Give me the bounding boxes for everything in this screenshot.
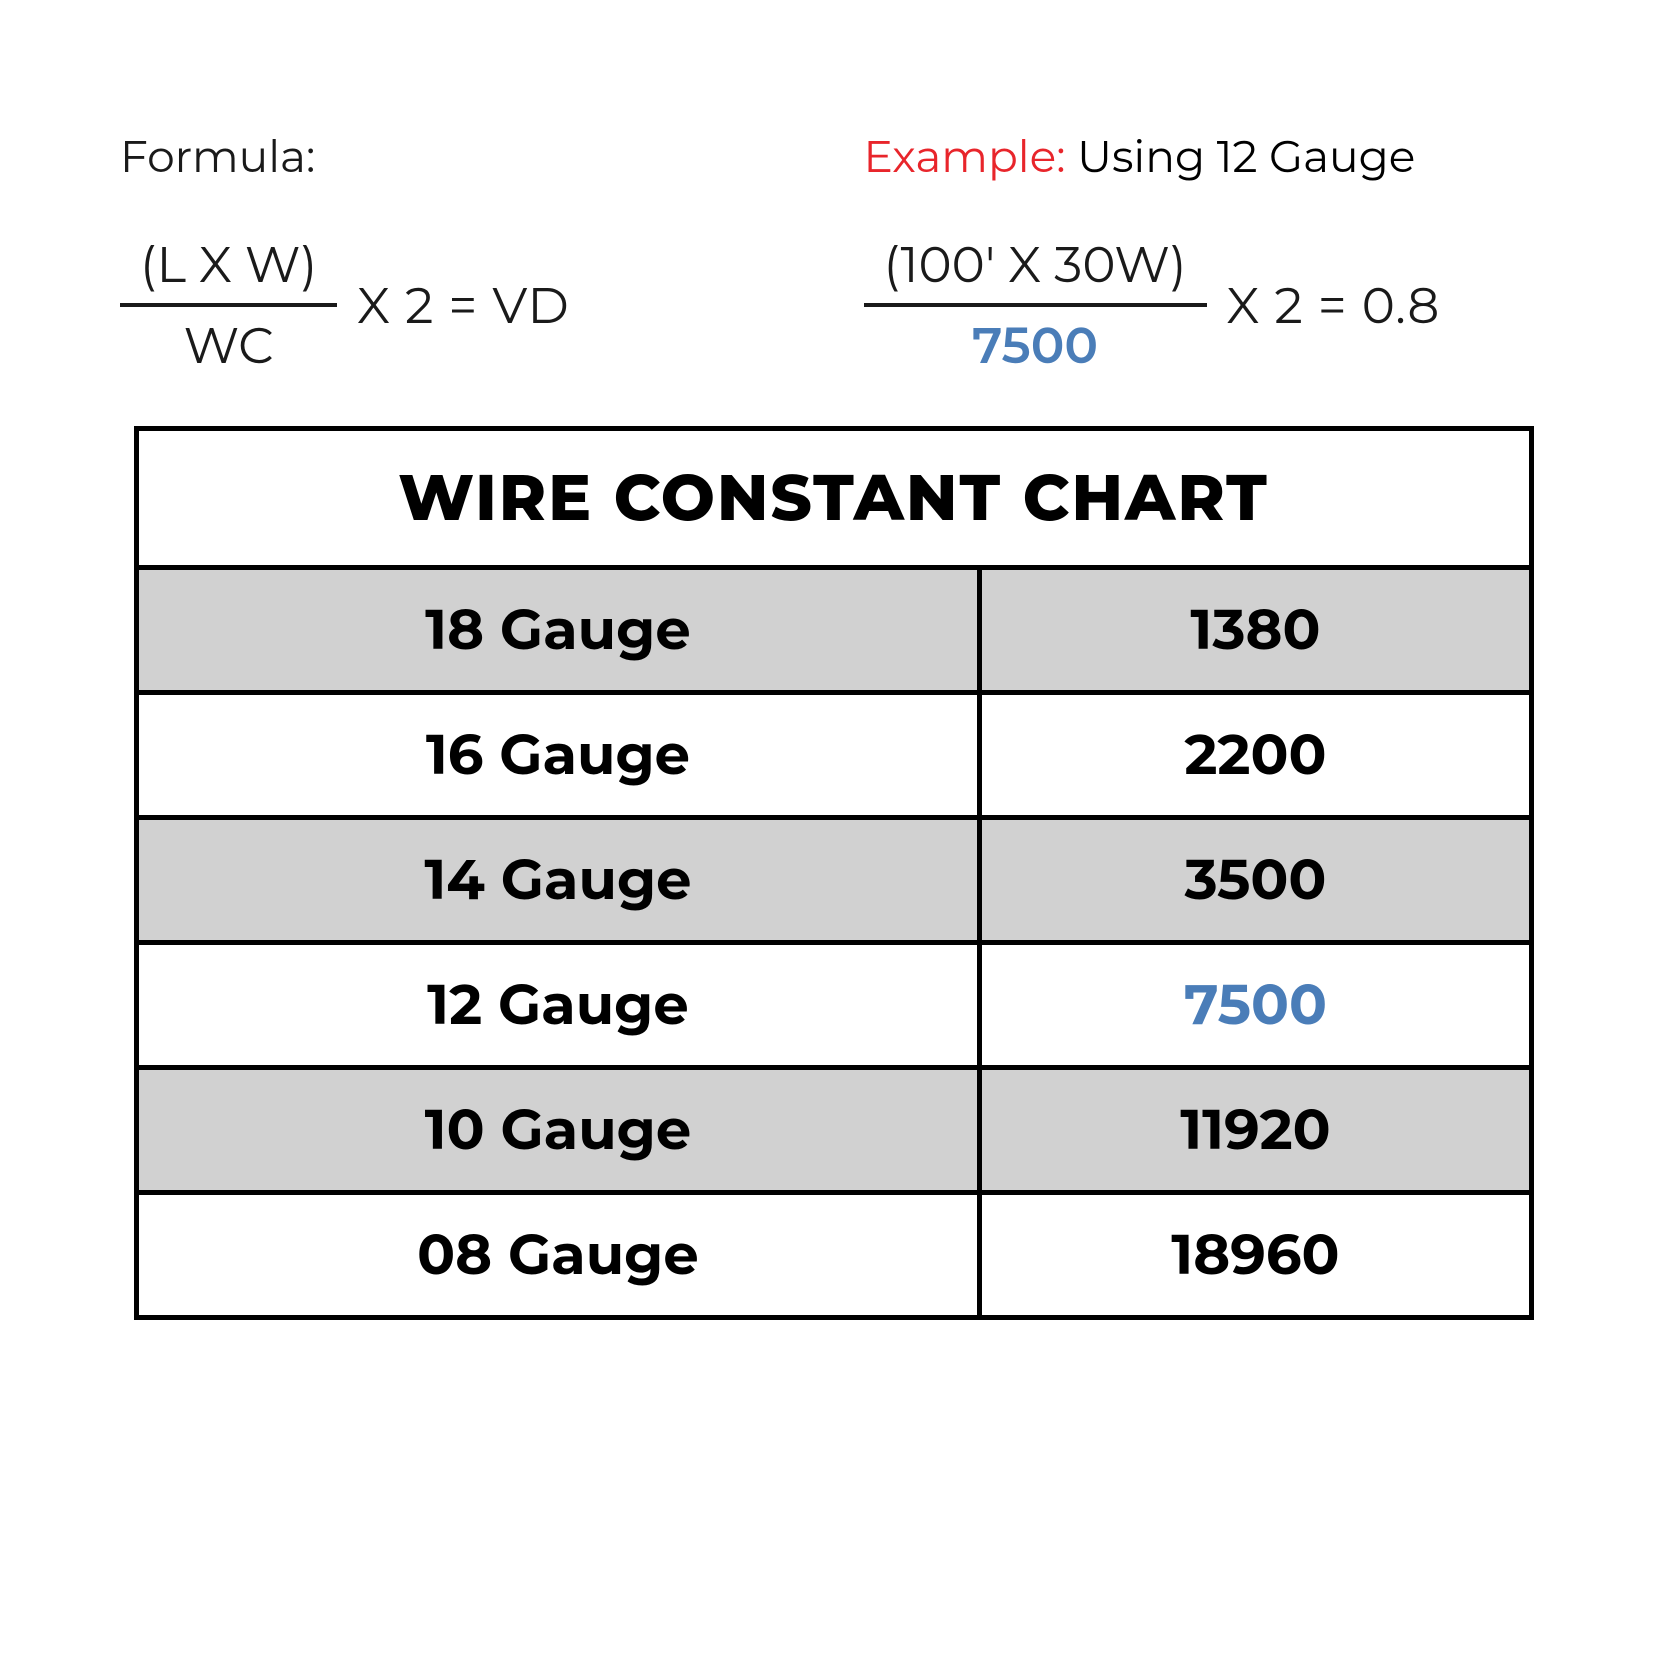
example-label: Example: Using 12 Gauge [864,130,1548,184]
table-row: 08 Gauge18960 [136,1193,1531,1318]
table-body: 18 Gauge138016 Gauge220014 Gauge350012 G… [136,568,1531,1318]
gauge-cell: 08 Gauge [136,1193,980,1318]
example-numerator: (100' X 30W) [864,234,1207,307]
table-row: 10 Gauge11920 [136,1068,1531,1193]
gauge-cell: 16 Gauge [136,693,980,818]
value-cell: 1380 [980,568,1531,693]
value-cell: 3500 [980,818,1531,943]
top-section: Formula: (L X W) WC X 2 = VD Example: Us… [120,130,1547,376]
example-rest: X 2 = 0.8 [1227,275,1441,336]
gauge-cell: 14 Gauge [136,818,980,943]
formula-denominator: WC [184,307,274,376]
table-title: WIRE CONSTANT CHART [136,429,1531,568]
formula-block: Formula: (L X W) WC X 2 = VD [120,130,804,376]
example-label-suffix: Using 12 Gauge [1066,130,1416,184]
formula-fraction: (L X W) WC [120,234,337,376]
formula-numerator: (L X W) [120,234,337,307]
table-row: 14 Gauge3500 [136,818,1531,943]
example-block: Example: Using 12 Gauge (100' X 30W) 750… [804,130,1548,376]
gauge-cell: 10 Gauge [136,1068,980,1193]
example-denominator: 7500 [972,307,1098,376]
gauge-cell: 12 Gauge [136,943,980,1068]
table-row: 12 Gauge7500 [136,943,1531,1068]
table-row: 18 Gauge1380 [136,568,1531,693]
formula-label: Formula: [120,130,804,184]
formula-rest: X 2 = VD [357,275,570,336]
example-equation: (100' X 30W) 7500 X 2 = 0.8 [864,234,1548,376]
example-label-prefix: Example: [864,130,1066,184]
value-cell: 2200 [980,693,1531,818]
example-fraction: (100' X 30W) 7500 [864,234,1207,376]
table-row: 16 Gauge2200 [136,693,1531,818]
value-cell: 18960 [980,1193,1531,1318]
value-cell: 7500 [980,943,1531,1068]
formula-equation: (L X W) WC X 2 = VD [120,234,804,376]
value-cell: 11920 [980,1068,1531,1193]
gauge-cell: 18 Gauge [136,568,980,693]
wire-constant-table: WIRE CONSTANT CHART 18 Gauge138016 Gauge… [134,426,1534,1320]
